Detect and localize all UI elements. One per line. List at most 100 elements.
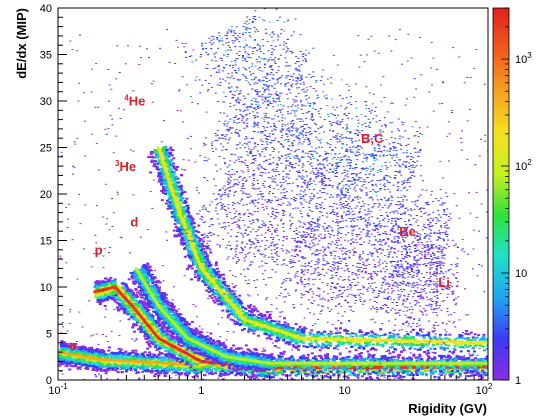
heatmap-cell (357, 368, 361, 371)
heatmap-cell (110, 367, 114, 370)
heatmap-cell (269, 378, 272, 379)
heatmap-cell (126, 358, 130, 361)
heatmap-cell (171, 353, 175, 356)
heatmap-cell (258, 227, 261, 229)
heatmap-cell (266, 297, 269, 299)
heatmap-cell (374, 106, 377, 108)
heatmap-cell (480, 138, 483, 140)
heatmap-cell (441, 372, 445, 375)
heatmap-cell (215, 148, 218, 150)
heatmap-cell (132, 90, 135, 92)
heatmap-cell (103, 362, 107, 365)
heatmap-cell (165, 359, 169, 362)
heatmap-cell (191, 101, 194, 103)
heatmap-cell (84, 367, 88, 370)
heatmap-cell (166, 239, 169, 241)
heatmap-cell (219, 370, 223, 373)
heatmap-cell (147, 364, 151, 367)
heatmap-cell (175, 367, 179, 370)
heatmap-cell (59, 257, 62, 259)
heatmap-cell (60, 356, 64, 358)
heatmap-cell (272, 214, 275, 215)
heatmap-cell (447, 219, 450, 221)
heatmap-cell (301, 169, 304, 171)
heatmap-cell (426, 369, 430, 372)
heatmap-cell (194, 305, 197, 307)
heatmap-cell (393, 355, 397, 358)
heatmap-cell (159, 352, 163, 355)
heatmap-cell (94, 374, 97, 375)
heatmap-cell (416, 300, 418, 302)
heatmap-cell (337, 222, 340, 224)
heatmap-cell (471, 358, 475, 361)
heatmap-cell (167, 358, 171, 361)
heatmap-cell (160, 364, 164, 367)
heatmap-cell (450, 110, 453, 111)
heatmap-cell (90, 335, 93, 337)
heatmap-cell (229, 244, 232, 246)
heatmap-cell (348, 374, 352, 376)
heatmap-cell (333, 203, 336, 205)
heatmap-cell (401, 124, 404, 126)
heatmap-cell (90, 91, 93, 93)
heatmap-cell (149, 191, 152, 192)
heatmap-cell (201, 219, 204, 221)
heatmap-cell (64, 356, 68, 359)
heatmap-cell (271, 369, 275, 372)
heatmap-cell (88, 300, 91, 302)
heatmap-cell (289, 259, 292, 261)
heatmap-cell (91, 363, 94, 366)
heatmap-cell (90, 266, 93, 268)
heatmap-cell (431, 84, 433, 86)
heatmap-cell (312, 88, 315, 89)
heatmap-cell (242, 95, 245, 97)
heatmap-cell (70, 349, 74, 351)
heatmap-cell (108, 84, 111, 86)
heatmap-cell (235, 262, 238, 264)
heatmap-cell (268, 311, 271, 313)
heatmap-cell (229, 270, 231, 272)
heatmap-cell (344, 300, 347, 302)
heatmap-cell (438, 360, 440, 362)
heatmap-cell (293, 240, 296, 242)
heatmap-cell (135, 338, 138, 340)
heatmap-cell (329, 265, 332, 267)
heatmap-cell (99, 369, 103, 372)
heatmap-cell (82, 248, 85, 250)
heatmap-cell (111, 118, 114, 120)
heatmap-cell (253, 253, 255, 255)
heatmap-cell (224, 80, 227, 82)
heatmap-cell (323, 250, 326, 252)
heatmap-cell (466, 77, 469, 78)
heatmap-cell (299, 51, 302, 52)
heatmap-cell (147, 355, 151, 358)
heatmap-cell (150, 356, 154, 359)
heatmap-cell (376, 231, 379, 233)
heatmap-cell (438, 307, 441, 309)
heatmap-cell (102, 255, 105, 257)
heatmap-cell (388, 296, 391, 298)
heatmap-cell (170, 355, 174, 358)
heatmap-cell (420, 74, 423, 76)
heatmap-cell (272, 208, 275, 210)
heatmap-cell (162, 280, 165, 282)
heatmap-cell (138, 64, 141, 65)
heatmap-cell (357, 378, 360, 379)
heatmap-cell (332, 357, 336, 360)
heatmap-cell (424, 370, 428, 373)
heatmap-cell (452, 47, 455, 49)
heatmap-cell (173, 371, 177, 374)
heatmap-cell (344, 264, 347, 266)
heatmap-cell (426, 126, 429, 128)
heatmap-cell (100, 354, 104, 357)
heatmap-cell (444, 373, 447, 375)
heatmap-cell (134, 369, 138, 372)
heatmap-cell (391, 375, 395, 377)
heatmap-cell (345, 370, 349, 373)
heatmap-cell (184, 368, 188, 371)
heatmap-cell (235, 285, 238, 287)
heatmap-cell (163, 371, 167, 374)
heatmap-cell (388, 35, 391, 37)
heatmap-cell (76, 278, 79, 280)
heatmap-cell (97, 106, 100, 108)
